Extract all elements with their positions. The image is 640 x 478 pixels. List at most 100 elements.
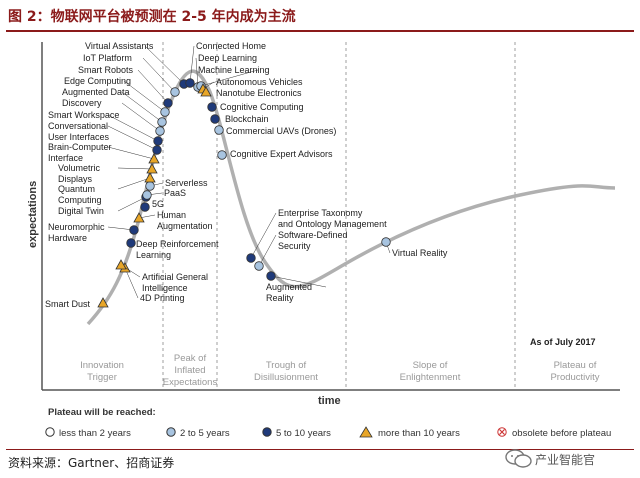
- marker-light-circle: [381, 237, 391, 247]
- leader-line: [121, 102, 161, 132]
- leader-line: [107, 114, 159, 142]
- marker-light-circle: [214, 125, 224, 135]
- leader-line: [258, 234, 277, 267]
- y-axis-label: expectations: [27, 181, 39, 248]
- marker-dark-circle: [185, 78, 195, 88]
- marker-dark-circle: [207, 102, 217, 112]
- tech-brain-computer-interface: Brain-Computer Interface: [48, 142, 160, 164]
- leader-line: [137, 69, 169, 104]
- tech-label: Commercial UAVs (Drones): [226, 126, 336, 136]
- tech-label: Deep Learning: [198, 53, 257, 63]
- leader-line: [124, 267, 139, 299]
- marker-light-circle: [170, 87, 180, 97]
- tech-label: Edge Computing: [64, 76, 131, 86]
- tech-augmented-reality: Augmented Reality: [266, 271, 327, 303]
- leader-line: [142, 57, 176, 93]
- legend-label: more than 10 years: [378, 428, 460, 439]
- leader-line: [117, 167, 153, 170]
- legend-marker-light: [166, 427, 176, 437]
- marker-light-circle: [157, 117, 167, 127]
- tech-software-defined-security: Software-Defined Security: [254, 230, 348, 271]
- tech-label: Discovery: [62, 98, 102, 108]
- leader-line: [117, 196, 147, 212]
- wechat-icon: [505, 449, 532, 468]
- tech-label: Volumetric Displays: [58, 163, 101, 184]
- tech-cognitive-expert-advisors: Cognitive Expert Advisors: [217, 149, 333, 160]
- tech-smart-dust: Smart Dust: [45, 297, 109, 309]
- tech-conversational-user-interfaces: Conversational User Interfaces: [48, 121, 162, 155]
- leader-line: [121, 91, 163, 123]
- marker-light-circle: [145, 181, 155, 191]
- tech-label: Blockchain: [225, 114, 269, 124]
- figure-title: 图 2：物联网平台被预测在 2-5 年内成为主流: [8, 9, 296, 25]
- legend-item-5-to-10: 5 to 10 years: [262, 427, 331, 439]
- tech-label: Smart Dust: [45, 299, 91, 309]
- marker-light-circle: [160, 107, 170, 117]
- tech-label: Augmented Data: [62, 87, 130, 97]
- marker-triangle: [144, 172, 156, 183]
- tech-quantum-computing: Quantum Computing: [58, 172, 156, 205]
- tech-iot-platform: IoT Platform: [83, 53, 180, 97]
- marker-dark-circle: [210, 114, 220, 124]
- legend-title: Plateau will be reached:: [48, 407, 156, 418]
- tech-deep-reinforcement-learning: Deep Reinforcement Learning: [126, 238, 219, 260]
- tech-discovery: Discovery: [62, 98, 165, 136]
- marker-triangle: [115, 259, 127, 270]
- tech-commercial-uavs-drones: Commercial UAVs (Drones): [214, 125, 336, 136]
- marker-dark-circle: [152, 145, 162, 155]
- marker-dark-circle: [163, 98, 173, 108]
- title-divider: [6, 30, 634, 32]
- leader-line: [195, 57, 199, 88]
- marker-light-circle: [217, 150, 227, 160]
- leader-line: [123, 80, 166, 113]
- tech-label: Cognitive Expert Advisors: [230, 149, 333, 159]
- leader-line: [250, 212, 277, 259]
- tech-connected-home: Connected Home: [185, 41, 266, 88]
- tech-label: Enterprise Taxonomy and Ontology Manageme…: [278, 208, 387, 229]
- tech-nanotube-electronics: Nanotube Electronics: [200, 86, 302, 98]
- tech-label: Cognitive Computing: [220, 102, 304, 112]
- tech-label: Nanotube Electronics: [216, 88, 302, 98]
- tech-label: 4D Printing: [140, 293, 185, 303]
- tech-virtual-reality: Virtual Reality: [381, 237, 448, 258]
- tech-artificial-general-intelligence: Artificial General Intelligence: [115, 259, 208, 293]
- leader-line: [117, 177, 151, 190]
- tech-label: Smart Workspace: [48, 110, 119, 120]
- legend-label: obsolete before plateau: [512, 428, 611, 439]
- tech-5g: 5G: [140, 199, 164, 212]
- marker-dark-circle: [266, 271, 276, 281]
- tech-label: Neuromorphic Hardware: [48, 222, 105, 243]
- watermark: 产业智能官: [505, 448, 633, 472]
- tech-label: Virtual Reality: [392, 248, 448, 258]
- marker-triangle: [133, 212, 145, 223]
- tech-label: Human Augmentation: [157, 210, 213, 231]
- legend-item-2-to-5: 2 to 5 years: [166, 427, 230, 439]
- tech-label: Smart Robots: [78, 65, 134, 75]
- tech-volumetric-displays: Volumetric Displays: [58, 163, 158, 184]
- tech-smart-workspace: Smart Workspace: [48, 110, 163, 146]
- tech-label: Autonomous Vehicles: [216, 77, 303, 87]
- marker-dark-circle: [140, 202, 150, 212]
- leader-line: [107, 146, 155, 160]
- tech-label: Digital Twin: [58, 206, 104, 216]
- tech-label: IoT Platform: [83, 53, 132, 63]
- marker-triangle: [148, 153, 160, 164]
- legend-marker-x: [499, 429, 505, 435]
- leader-line: [189, 45, 195, 84]
- leader-line: [107, 125, 158, 151]
- tech-label: Artificial General Intelligence: [142, 272, 208, 293]
- hype-cycle-chart: expectations time As of July 2017 Innova…: [27, 41, 620, 439]
- tech-enterprise-taxonomy-and-ontology-management: Enterprise Taxonomy and Ontology Manageme…: [246, 208, 387, 263]
- tech-label: PaaS: [164, 188, 186, 198]
- legend-label: less than 2 years: [59, 428, 131, 439]
- marker-triangle: [146, 163, 158, 174]
- tech-smart-robots: Smart Robots: [78, 65, 173, 108]
- date-note: As of July 2017: [530, 337, 596, 347]
- phase-label-peak: Peak of Inflated Expectations: [163, 353, 218, 388]
- legend-label: 5 to 10 years: [276, 428, 331, 439]
- legend-item-obsolete: obsolete before plateau: [497, 427, 611, 439]
- marker-light-circle: [254, 261, 264, 271]
- phase-label-slope: Slope of Enlightenment: [400, 360, 461, 383]
- marker-dark-circle: [129, 225, 139, 235]
